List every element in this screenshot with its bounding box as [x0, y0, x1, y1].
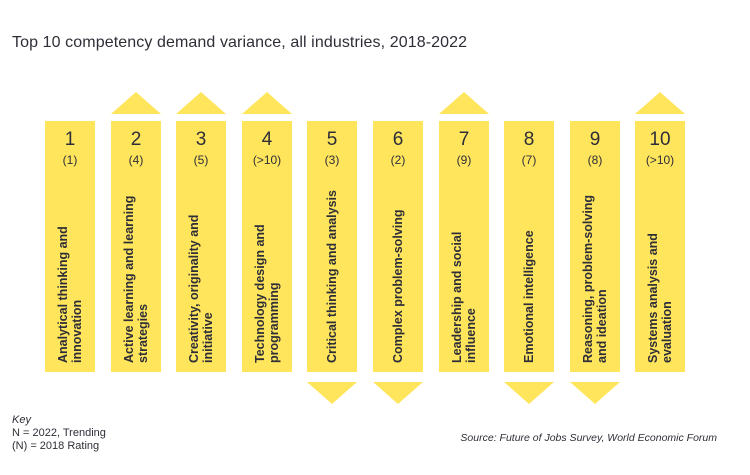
key-legend: Key N = 2022, Trending (N) = 2018 Rating: [12, 414, 106, 453]
key-line-trending: N = 2022, Trending: [12, 427, 106, 439]
competency-column: 10 (>10) Systems analysis and evaluation: [635, 0, 685, 475]
competency-bar: 6 (2) Complex problem-solving: [373, 121, 423, 372]
source-note: Source: Future of Jobs Survey, World Eco…: [460, 432, 717, 444]
competency-column: 7 (9) Leadership and social influence: [439, 0, 489, 475]
competency-bar: 2 (4) Active learning and learning strateg…: [111, 121, 161, 372]
competency-label: Systems analysis and evaluation: [646, 233, 674, 363]
rank-2022: 6: [392, 129, 404, 150]
competency-label: Creativity, originality and initiative: [187, 214, 215, 363]
competency-bar: 10 (>10) Systems analysis and evaluation: [635, 121, 685, 372]
competency-label-wrap: Leadership and social influence: [439, 187, 489, 363]
competency-bar: 4 (>10) Technology design and programming: [242, 121, 292, 372]
rank-2022: 2: [130, 129, 142, 150]
key-title: Key: [12, 414, 31, 426]
competency-label-wrap: Emotional intelligence: [504, 187, 554, 363]
competency-bar: 5 (3) Critical thinking and analysis: [307, 121, 357, 372]
competency-column: 3 (5) Creativity, originality and initiati…: [176, 0, 226, 475]
trend-up-arrow-icon: [176, 92, 226, 114]
competency-label: Critical thinking and analysis: [325, 190, 339, 363]
competency-label-wrap: Reasoning, problem-solving and ideation: [570, 187, 620, 363]
rank-2022: 5: [326, 129, 338, 150]
chart-title: Top 10 competency demand variance, all i…: [12, 34, 468, 51]
competency-column: 8 (7) Emotional intelligence: [504, 0, 554, 475]
competency-column: 9 (8) Reasoning, problem-solving and ideat…: [570, 0, 620, 475]
rank-2022: 8: [523, 129, 535, 150]
rank-2018: (7): [521, 153, 537, 167]
competency-column: 1 (1) Analytical thinking and innovation: [45, 0, 95, 475]
competency-label-wrap: Systems analysis and evaluation: [635, 187, 685, 363]
competency-label: Emotional intelligence: [522, 230, 536, 363]
rank-2018: (2): [390, 153, 406, 167]
rank-2018: (5): [193, 153, 209, 167]
trend-up-arrow-icon: [635, 92, 685, 114]
competency-bar: 9 (8) Reasoning, problem-solving and ideat…: [570, 121, 620, 372]
trend-down-arrow-icon: [504, 382, 554, 404]
competency-label: Reasoning, problem-solving and ideation: [581, 194, 609, 363]
rank-2018: (4): [128, 153, 144, 167]
competency-column: 5 (3) Critical thinking and analysis: [307, 0, 357, 475]
trend-up-arrow-icon: [242, 92, 292, 114]
competency-label-wrap: Complex problem-solving: [373, 187, 423, 364]
competency-label-wrap: Analytical thinking and innovation: [45, 187, 95, 363]
rank-2022: 3: [195, 129, 207, 150]
rank-2018: (3): [324, 153, 340, 167]
competency-column: 2 (4) Active learning and learning strateg…: [111, 0, 161, 475]
rank-2018: (>10): [645, 153, 675, 167]
rank-2018: (>10): [252, 153, 282, 167]
competency-label: Technology design and programming: [253, 224, 281, 363]
competency-label-wrap: Technology design and programming: [242, 187, 292, 363]
rank-2022: 9: [589, 129, 601, 150]
competency-column: 6 (2) Complex problem-solving: [373, 0, 423, 475]
competency-label: Analytical thinking and innovation: [56, 226, 84, 363]
trend-up-arrow-icon: [111, 92, 161, 114]
competency-bar: 8 (7) Emotional intelligence: [504, 121, 554, 372]
competency-label-wrap: Critical thinking and analysis: [307, 187, 357, 363]
competency-label: Active learning and learning strategies: [122, 195, 150, 363]
trend-up-arrow-icon: [439, 92, 489, 114]
rank-2018: (9): [456, 153, 472, 167]
competency-bar: 3 (5) Creativity, originality and initiati…: [176, 121, 226, 372]
competency-label-wrap: Creativity, originality and initiative: [176, 187, 226, 363]
rank-2022: 7: [458, 129, 470, 150]
rank-2022: 1: [64, 129, 76, 150]
competency-label: Complex problem-solving: [391, 209, 405, 364]
competency-label: Leadership and social influence: [450, 231, 478, 363]
rank-2022: 10: [649, 129, 671, 150]
rank-2018: (8): [587, 153, 603, 167]
key-line-rating: (N) = 2018 Rating: [12, 440, 100, 452]
competency-label-wrap: Active learning and learning strategies: [111, 187, 161, 363]
trend-down-arrow-icon: [570, 382, 620, 404]
trend-down-arrow-icon: [373, 382, 423, 404]
rank-2022: 4: [261, 129, 273, 150]
trend-down-arrow-icon: [307, 382, 357, 404]
rank-2018: (1): [62, 153, 78, 167]
competency-bar: 1 (1) Analytical thinking and innovation: [45, 121, 95, 372]
competency-bar: 7 (9) Leadership and social influence: [439, 121, 489, 372]
competency-column: 4 (>10) Technology design and programming: [242, 0, 292, 475]
